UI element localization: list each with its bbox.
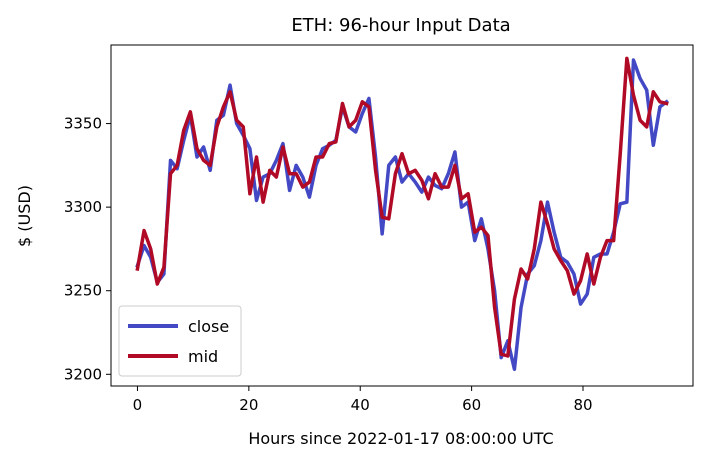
legend-label-close: close [188, 317, 229, 336]
y-axis: 3200 3250 3300 3350 [64, 115, 111, 383]
x-tick-label: 40 [351, 396, 370, 414]
x-tick-label: 20 [239, 396, 258, 414]
x-tick-label: 80 [573, 396, 592, 414]
series-line-mid [135, 56, 669, 358]
x-tick-label: 0 [133, 396, 143, 414]
chart-title: ETH: 96-hour Input Data [291, 15, 510, 36]
x-tick-label: 60 [462, 396, 481, 414]
legend: close mid [118, 305, 242, 377]
legend-label-mid: mid [188, 347, 218, 366]
y-tick-label: 3300 [64, 198, 102, 216]
y-tick-label: 3250 [64, 282, 102, 300]
y-tick-label: 3200 [64, 365, 102, 383]
x-axis: 0 20 40 60 80 [133, 386, 593, 414]
series-layer [135, 56, 670, 372]
x-axis-label: Hours since 2022-01-17 08:00:00 UTC [248, 429, 553, 448]
y-tick-label: 3350 [64, 115, 102, 133]
legend-box [118, 305, 242, 377]
y-axis-label: $ (USD) [15, 185, 34, 247]
